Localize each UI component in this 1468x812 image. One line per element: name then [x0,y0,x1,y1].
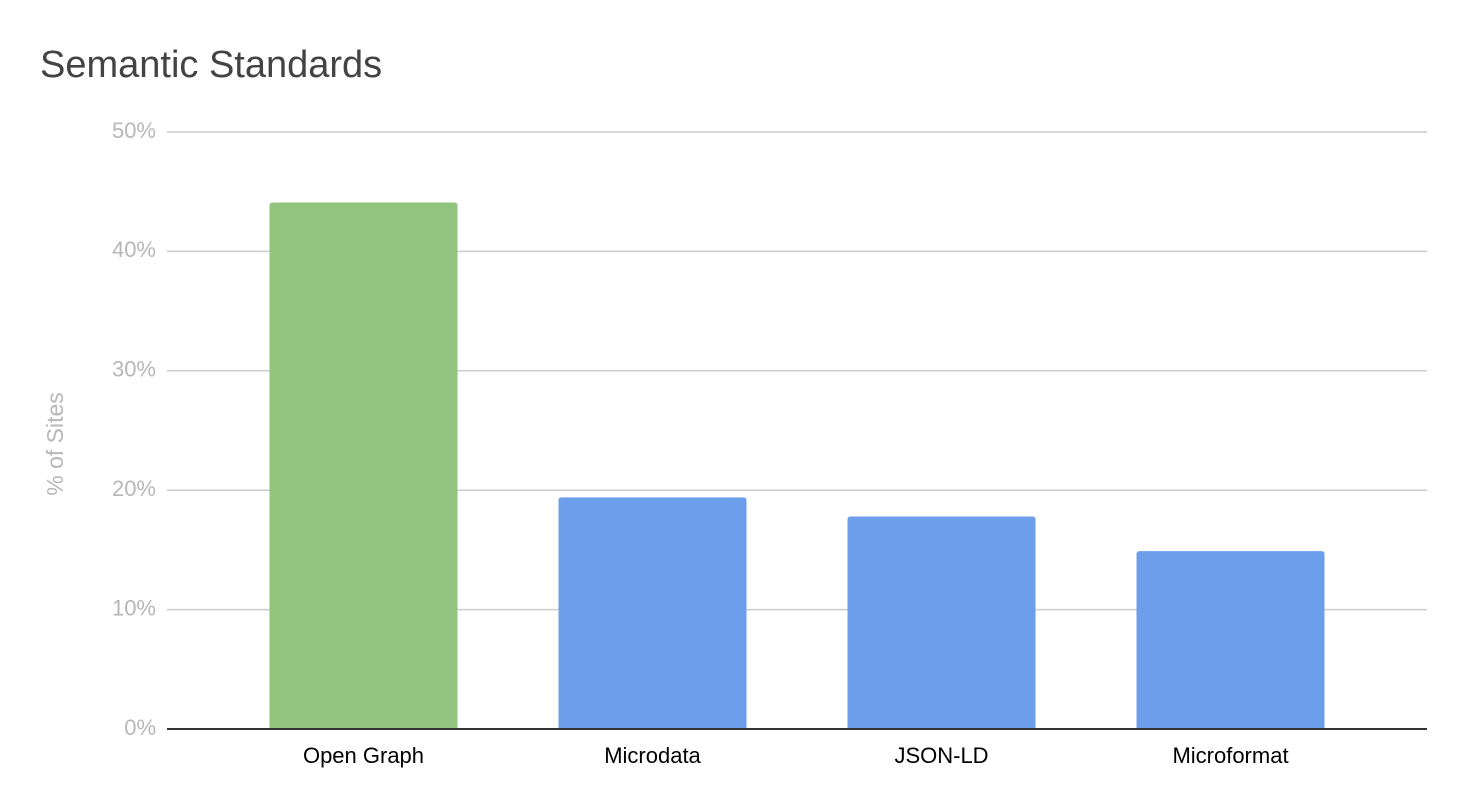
chart-title: Semantic Standards [40,44,382,86]
y-tick-label: 10% [112,595,156,620]
x-tick-label: Open Graph [303,743,424,768]
bar [269,202,458,730]
y-axis-label: % of Sites [42,392,68,496]
bar [558,497,747,729]
x-tick-label: Microdata [604,743,701,768]
y-tick-label: 50% [112,118,156,143]
bar [847,516,1036,729]
y-tick-label: 0% [124,715,156,740]
y-tick-label: 20% [112,476,156,501]
x-tick-label: JSON-LD [894,743,988,768]
y-tick-label: 40% [112,237,156,262]
bar [1136,551,1325,729]
y-tick-label: 30% [112,357,156,382]
x-tick-label: Microformat [1172,743,1288,768]
